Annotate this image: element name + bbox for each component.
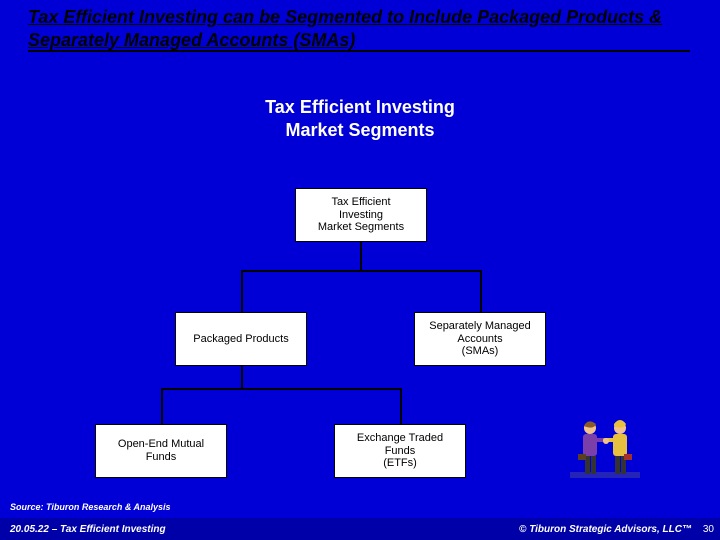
page-number: 30 [703, 524, 714, 535]
slide-title-container: Tax Efficient Investing can be Segmented… [28, 6, 690, 51]
connector [241, 270, 481, 272]
footer-left: 20.05.22 – Tax Efficient Investing [10, 524, 166, 535]
subtitle-line1: Tax Efficient Investing [265, 97, 455, 117]
connector [400, 388, 402, 424]
connector [161, 388, 402, 390]
connector [241, 270, 243, 312]
tree-node-etfs: Exchange TradedFunds(ETFs) [334, 424, 466, 478]
tree-node-mutual-funds: Open-End MutualFunds [95, 424, 227, 478]
footer-source: Source: Tiburon Research & Analysis [10, 502, 171, 512]
slide-subtitle: Tax Efficient Investing Market Segments [0, 96, 720, 141]
footer-copyright: © Tiburon Strategic Advisors, LLC™ [519, 524, 692, 535]
slide-title: Tax Efficient Investing can be Segmented… [28, 6, 690, 51]
tree-node-root: Tax EfficientInvestingMarket Segments [295, 188, 427, 242]
tree-node-packaged-products: Packaged Products [175, 312, 307, 366]
connector [161, 388, 163, 424]
subtitle-line2: Market Segments [285, 120, 434, 140]
connector [480, 270, 482, 312]
connector [241, 366, 243, 388]
connector [360, 242, 362, 270]
people-clipart-icon [570, 414, 640, 484]
tree-node-smas: Separately ManagedAccounts(SMAs) [414, 312, 546, 366]
title-underline [28, 50, 690, 52]
